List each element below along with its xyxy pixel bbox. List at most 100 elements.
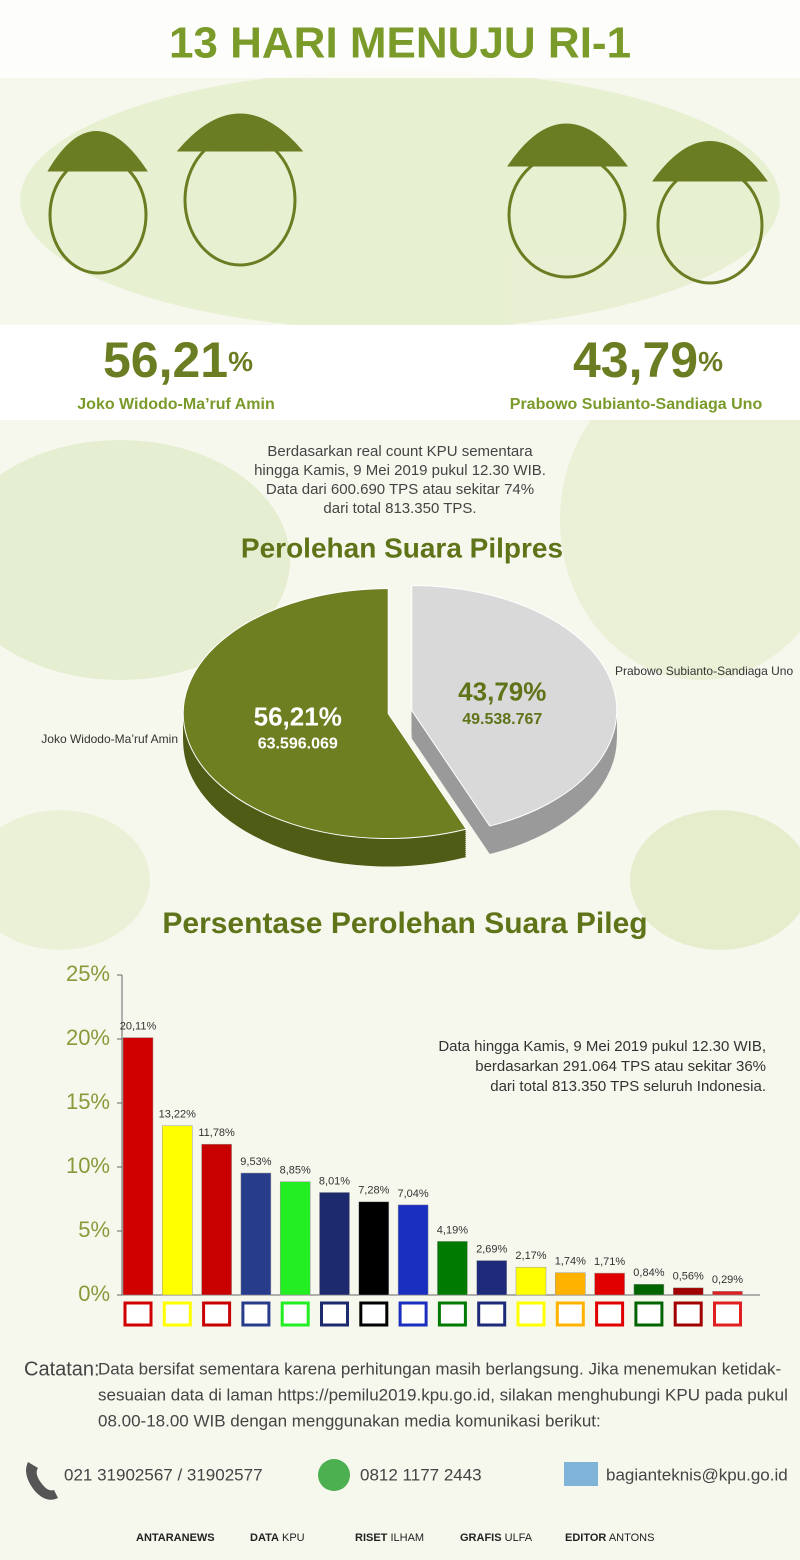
party-logo	[437, 1301, 467, 1327]
value-label: 0,84%	[633, 1267, 664, 1279]
score-band	[0, 325, 800, 420]
value-label: 13,22%	[159, 1109, 197, 1121]
note-label: Catatan:	[24, 1358, 100, 1380]
party-logo	[516, 1301, 546, 1327]
bar	[279, 1181, 311, 1296]
vote-label: 63.596.069	[258, 736, 338, 753]
value-label: 56,21%	[254, 701, 342, 731]
hat	[507, 123, 629, 167]
bar	[162, 1125, 193, 1296]
blob	[630, 810, 800, 950]
credit-role: DATA	[250, 1532, 279, 1544]
bar	[358, 1201, 390, 1296]
note-line: 08.00-18.00 WIB dengan menggunakan media…	[98, 1411, 601, 1430]
credits: ANTARANEWS DATA KPU RISET ILHAM GRAFIS ULF…	[136, 1532, 654, 1544]
value-label: 7,04%	[397, 1188, 428, 1200]
credit-name: ULFA	[505, 1532, 533, 1544]
bar	[201, 1143, 232, 1296]
bar	[122, 1037, 154, 1296]
party-logo	[320, 1301, 349, 1327]
title: 13 HARI MENUJU RI-1	[169, 19, 631, 68]
blob	[0, 440, 290, 680]
value-label: 2,69%	[476, 1243, 507, 1255]
hat	[176, 113, 304, 152]
candidate-name: Joko Widodo-Ma’ruf Amin	[77, 396, 274, 413]
contacts: 021 31902567 / 31902577 0812 1177 2443 b…	[26, 1459, 788, 1500]
bar	[240, 1172, 272, 1296]
credit-name: KPU	[282, 1532, 305, 1544]
bar	[397, 1204, 429, 1296]
whatsapp: 0812 1177 2443	[360, 1465, 482, 1484]
hat	[47, 131, 148, 172]
whatsapp-icon	[318, 1459, 350, 1491]
bar	[594, 1272, 625, 1296]
summary: Berdasarkan real count KPU sementara hing…	[254, 443, 546, 517]
party-logo	[673, 1301, 703, 1327]
value-label: 0,56%	[673, 1271, 704, 1283]
credit-role: RISET	[355, 1532, 388, 1544]
summary-line: Data dari 600.690 TPS atau sekitar 74%	[266, 481, 534, 498]
credit-role: GRAFIS	[460, 1532, 502, 1544]
candidate-percent: 43,79%	[573, 332, 723, 388]
party-logo	[202, 1301, 232, 1327]
portraits	[47, 113, 768, 285]
blob	[0, 810, 150, 950]
face	[507, 151, 627, 279]
bar	[476, 1260, 507, 1296]
party-logo	[595, 1301, 625, 1327]
y-tick-label: 0%	[78, 1281, 110, 1306]
pie-slice	[411, 584, 618, 827]
party-logo	[555, 1301, 585, 1327]
bar	[633, 1283, 665, 1296]
title-band	[0, 0, 800, 78]
note-line: sesuaian data di laman https://pemilu201…	[98, 1385, 788, 1404]
credit-role: EDITOR	[565, 1532, 606, 1544]
note-line: Data bersifat sementara karena perhitung…	[98, 1359, 781, 1378]
face	[183, 133, 297, 267]
value-label: 7,28%	[358, 1185, 389, 1197]
percent-sign: %	[698, 346, 723, 377]
note: Data bersifat sementara karena perhitung…	[98, 1359, 788, 1430]
credit-name: ANTONS	[609, 1532, 655, 1544]
pie-slice	[182, 588, 468, 840]
party-logo	[280, 1301, 310, 1327]
bar	[319, 1192, 350, 1296]
hat	[652, 141, 768, 182]
value-label: 1,71%	[594, 1256, 625, 1268]
percent: 43,79	[573, 332, 698, 388]
party-logo	[713, 1301, 742, 1327]
bar	[712, 1291, 743, 1296]
email-icon	[564, 1462, 598, 1486]
value-label: 43,79%	[458, 676, 546, 706]
face	[656, 165, 764, 285]
value-label: 8,01%	[319, 1175, 350, 1187]
y-tick-label: 20%	[66, 1025, 110, 1050]
bar	[672, 1287, 704, 1296]
value-label: 8,85%	[280, 1165, 311, 1177]
summary-line: Berdasarkan real count KPU sementara	[267, 443, 533, 460]
bar	[437, 1241, 468, 1296]
y-tick-label: 5%	[78, 1217, 110, 1242]
blob	[560, 360, 800, 680]
percent: 56,21	[103, 332, 228, 388]
credit: RISET ILHAM	[355, 1532, 424, 1544]
value-label: 1,74%	[555, 1256, 586, 1268]
credit: GRAFIS ULFA	[460, 1532, 533, 1544]
face	[48, 155, 148, 275]
value-label: 9,53%	[240, 1156, 271, 1168]
bar	[555, 1272, 586, 1296]
value-label: 2,17%	[515, 1250, 546, 1262]
party-logo	[241, 1301, 271, 1327]
y-tick-label: 15%	[66, 1089, 110, 1114]
party-logo	[398, 1301, 428, 1327]
credit: DATA KPU	[250, 1532, 305, 1544]
charts: Perolehan Suara Pilpres 56,21% 63.596.069 J…	[41, 532, 793, 1327]
candidate-name: Prabowo Subianto-Sandiaga Uno	[510, 396, 763, 413]
vote-label: 49.538.767	[462, 711, 542, 728]
percent-sign: %	[228, 346, 253, 377]
summary-line: hingga Kamis, 9 Mei 2019 pukul 12.30 WIB…	[254, 462, 546, 479]
chart-title: Perolehan Suara Pilpres	[241, 532, 563, 563]
credit-name: ILHAM	[390, 1532, 424, 1544]
annotation: berdasarkan 291.064 TPS atau sekitar 36%	[475, 1058, 766, 1075]
